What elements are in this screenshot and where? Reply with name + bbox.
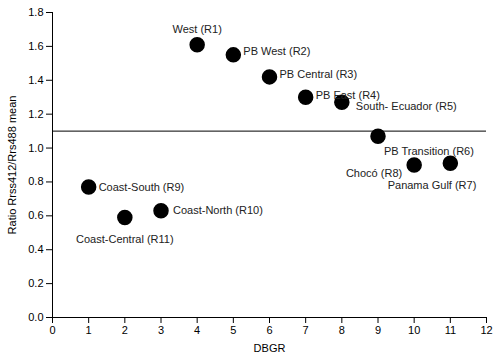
svg-text:South- Ecuador (R5): South- Ecuador (R5) [356,100,457,112]
svg-text:0.6: 0.6 [28,209,43,221]
svg-text:9: 9 [375,324,381,336]
svg-text:West (R1): West (R1) [173,23,222,35]
svg-text:8: 8 [339,324,345,336]
svg-text:1.0: 1.0 [28,142,43,154]
svg-text:1.4: 1.4 [28,74,43,86]
svg-text:5: 5 [230,324,236,336]
svg-text:PB East (R4): PB East (R4) [315,88,380,101]
svg-text:1: 1 [86,324,92,336]
svg-text:DBGR: DBGR [254,342,286,354]
svg-text:1.2: 1.2 [28,108,43,120]
svg-text:Ratio Rrss412/Rrs488 mean: Ratio Rrss412/Rrs488 mean [6,96,18,235]
svg-text:11: 11 [445,324,456,336]
svg-text:Coast-Central (R11): Coast-Central (R11) [76,233,174,245]
svg-text:Coast-South (R9): Coast-South (R9) [99,181,185,193]
svg-text:12: 12 [480,324,492,336]
svg-text:Coast-North (R10): Coast-North (R10) [173,204,263,216]
svg-text:7: 7 [303,324,309,336]
svg-text:PB West (R2): PB West (R2) [243,45,310,57]
svg-text:0: 0 [49,324,55,336]
svg-text:0.8: 0.8 [28,175,43,187]
svg-text:1.8: 1.8 [28,6,43,18]
svg-text:10: 10 [408,324,420,336]
svg-text:0.0: 0.0 [28,311,43,323]
svg-text:0.4: 0.4 [28,243,43,255]
svg-text:Chocó (R8): Chocó (R8) [346,167,402,179]
svg-text:PB Transition (R6): PB Transition (R6) [384,145,474,157]
svg-text:Panama Gulf (R7): Panama Gulf (R7) [388,179,477,191]
svg-text:1.6: 1.6 [28,40,43,52]
svg-text:6: 6 [266,324,272,336]
svg-text:0.2: 0.2 [28,277,43,289]
svg-text:PB Central (R3): PB Central (R3) [280,68,358,80]
svg-text:3: 3 [158,324,164,336]
svg-text:4: 4 [194,324,200,336]
svg-text:2: 2 [122,324,128,336]
